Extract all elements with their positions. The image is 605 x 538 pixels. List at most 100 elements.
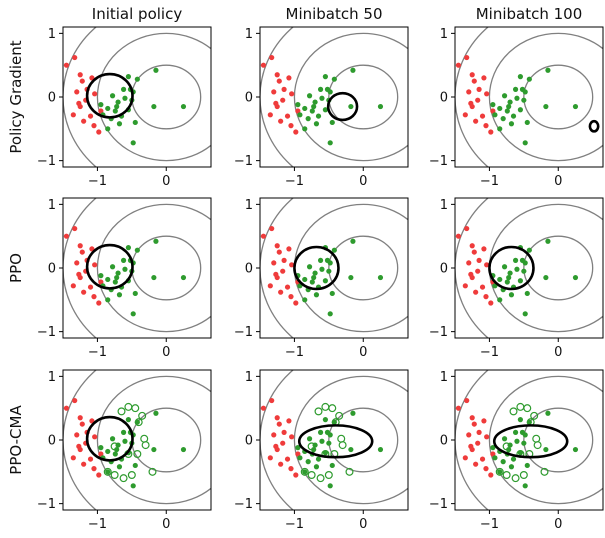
positive-point (501, 436, 508, 442)
negative-point (483, 466, 489, 472)
panel-frame (62, 26, 212, 168)
positive-point (524, 119, 530, 126)
positive-point (295, 102, 301, 108)
positive-point (180, 446, 187, 453)
hollow-point (138, 411, 147, 420)
positive-point (514, 266, 520, 272)
positive-point (120, 86, 127, 92)
x-tick-label: −1 (480, 345, 499, 360)
negative-point (76, 271, 82, 277)
policy-ellipse (588, 119, 600, 133)
positive-point (132, 119, 138, 126)
negative-point (488, 300, 494, 306)
row-title: PPO (7, 253, 25, 283)
negative-point (462, 283, 468, 289)
negative-point (469, 415, 475, 421)
positive-point (508, 121, 515, 127)
negative-point (488, 129, 494, 135)
policy-ellipse (293, 245, 340, 291)
contour-circle (96, 375, 211, 505)
panel-1-2: −1 0 1 0 −1 (429, 197, 604, 360)
positive-point (312, 442, 318, 448)
negative-point (276, 78, 282, 84)
y-tick-label: 0 (245, 91, 253, 106)
negative-point (260, 405, 267, 411)
positive-point (134, 419, 140, 425)
positive-point (350, 238, 356, 244)
negative-point (481, 418, 487, 424)
positive-point (105, 276, 111, 283)
x-tick-label: 0 (359, 174, 367, 189)
hollow-point (345, 467, 354, 476)
negative-point (269, 54, 275, 61)
negative-point (475, 97, 481, 103)
positive-point (313, 121, 320, 127)
positive-point (115, 442, 121, 448)
positive-point (302, 105, 308, 112)
negative-point (471, 421, 477, 427)
negative-point (288, 466, 294, 472)
positive-point (134, 76, 140, 82)
x-tick-label: 0 (554, 517, 562, 532)
negative-point (293, 129, 299, 135)
negative-point (475, 440, 481, 446)
negative-point (74, 260, 80, 266)
positive-point (545, 410, 551, 416)
positive-point (120, 257, 127, 263)
x-tick-label: 0 (359, 345, 367, 360)
negative-point (281, 429, 287, 435)
contour-circle (523, 64, 594, 130)
hollow-point (495, 467, 504, 476)
y-tick-label: 1 (245, 370, 253, 385)
positive-point (327, 311, 333, 317)
negative-point (96, 472, 102, 478)
positive-point (545, 238, 551, 244)
positive-point (348, 103, 354, 110)
negative-point (87, 284, 94, 290)
contour-circle (96, 32, 211, 162)
y-tick-label: 1 (48, 27, 56, 42)
negative-point (98, 279, 104, 285)
positive-point (510, 113, 517, 119)
hollow-point (103, 467, 112, 476)
positive-point (517, 278, 523, 284)
positive-point (506, 446, 512, 453)
negative-point (466, 260, 472, 266)
negative-point (464, 225, 470, 232)
negative-point (273, 100, 279, 106)
positive-point (492, 112, 498, 118)
positive-point (115, 270, 121, 276)
positive-point (312, 99, 318, 105)
positive-point (524, 462, 530, 469)
positive-point (327, 432, 333, 438)
policy-ellipse (85, 415, 134, 462)
positive-point (327, 89, 333, 95)
positive-point (348, 446, 354, 453)
negative-point (464, 54, 470, 61)
hollow-point (148, 467, 157, 476)
panel-plot-area (455, 198, 603, 338)
positive-point (309, 108, 315, 114)
x-tick-label: −1 (480, 174, 499, 189)
negative-point (484, 434, 490, 440)
y-tick-label: 0 (245, 262, 253, 277)
negative-point (77, 72, 83, 78)
policy-ellipse (297, 424, 374, 459)
positive-point (322, 417, 328, 423)
negative-point (87, 456, 94, 462)
positive-point (134, 247, 140, 253)
panel-plot-area (63, 27, 211, 167)
negative-point (490, 108, 496, 114)
positive-point (521, 268, 527, 274)
positive-point (522, 432, 528, 438)
negative-point (293, 300, 299, 306)
negative-point (473, 461, 479, 467)
hollow-point (314, 407, 323, 416)
negative-point (280, 97, 286, 103)
positive-point (302, 276, 308, 283)
negative-point (276, 421, 282, 427)
negative-point (481, 75, 487, 81)
panel-1-0: −1 0 1 0 −1 (37, 197, 212, 360)
negative-point (281, 257, 287, 263)
positive-point (510, 456, 517, 462)
